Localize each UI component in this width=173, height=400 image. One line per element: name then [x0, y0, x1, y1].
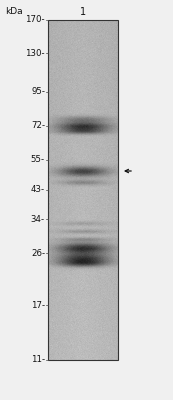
Text: 11-: 11- [31, 356, 45, 364]
Text: 43-: 43- [31, 186, 45, 194]
Text: 1: 1 [80, 7, 86, 17]
Text: kDa: kDa [5, 8, 23, 16]
Text: 26-: 26- [31, 248, 45, 258]
Text: 130-: 130- [25, 48, 45, 58]
Text: 72-: 72- [31, 122, 45, 130]
Text: 17-: 17- [31, 300, 45, 310]
Bar [48, 20, 118, 360]
Text: 170-: 170- [25, 16, 45, 24]
Text: 34-: 34- [31, 214, 45, 224]
Text: 95-: 95- [31, 88, 45, 96]
Text: 55-: 55- [31, 156, 45, 164]
